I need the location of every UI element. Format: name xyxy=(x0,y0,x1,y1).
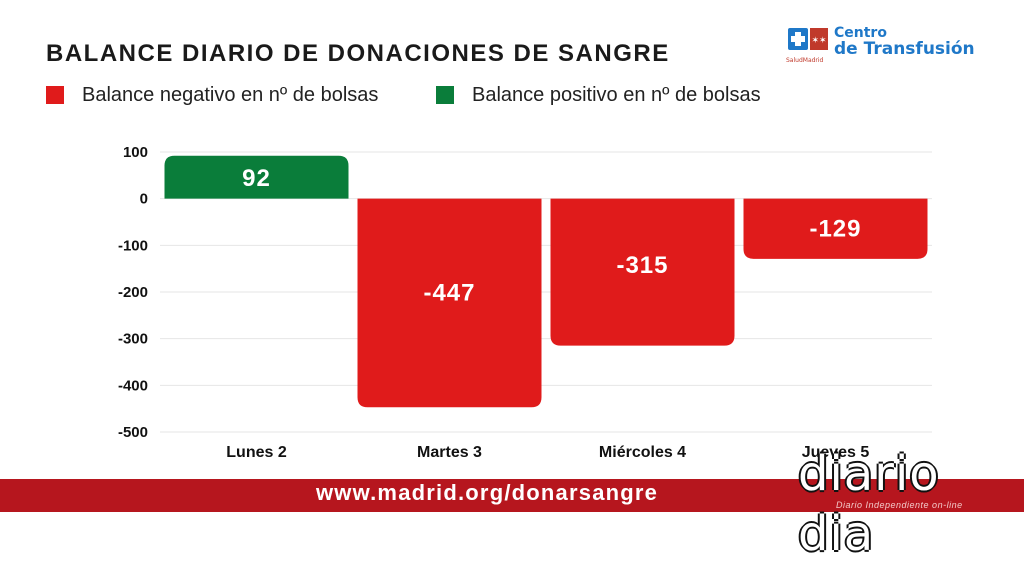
svg-text:✶✶: ✶✶ xyxy=(811,36,826,46)
footer-bar: www.madrid.org/donarsangre xyxy=(0,479,1024,512)
chart-title: BALANCE DIARIO DE DONACIONES DE SANGRE xyxy=(46,40,670,67)
brand-name: Centro de Transfusión xyxy=(834,26,975,58)
y-tick-label: -500 xyxy=(118,424,148,441)
legend-label-positive: Balance positivo en nº de bolsas xyxy=(472,84,761,106)
y-tick-label: -300 xyxy=(118,331,148,348)
bar-value-label: -315 xyxy=(616,252,668,279)
brand-line2: de Transfusión xyxy=(834,39,975,59)
bar xyxy=(743,198,928,259)
star-icon: ☆ xyxy=(900,457,910,469)
x-category-label: Jueves 5 xyxy=(802,444,870,461)
x-category-label: Lunes 2 xyxy=(226,444,287,461)
legend-swatch-negative xyxy=(46,86,64,104)
x-category-label: Martes 3 xyxy=(417,444,482,461)
legend-swatch-positive xyxy=(436,86,454,104)
star-icon: ☆ xyxy=(828,457,838,469)
y-tick-label: -400 xyxy=(118,377,148,394)
bar xyxy=(357,198,542,408)
y-tick-label: 0 xyxy=(140,191,148,208)
star-icon: ☆ xyxy=(982,457,992,469)
bar-value-label: -447 xyxy=(423,280,475,307)
y-tick-label: -200 xyxy=(118,284,148,301)
bar xyxy=(550,198,735,346)
brand-line1: Centro xyxy=(834,25,887,41)
y-tick-label: -100 xyxy=(118,237,148,254)
bar-value-label: 92 xyxy=(242,165,271,192)
watermark-tagline: Diario Independiente on-line xyxy=(836,500,963,510)
legend-label-negative: Balance negativo en nº de bolsas xyxy=(82,84,379,106)
footer-url[interactable]: www.madrid.org/donarsangre xyxy=(316,480,659,505)
brand-logo: ✶✶ Centro de Transfusión SaludMadrid xyxy=(786,26,996,66)
brand-sub: SaludMadrid xyxy=(786,57,824,64)
bar-chart: 100 0 -100 -200 -300 -400 -500 92 Lunes 2 -447 Mar… xyxy=(118,144,932,461)
bar-value-label: -129 xyxy=(809,216,861,243)
transfusion-center-logo-icon: ✶✶ xyxy=(788,28,828,50)
x-category-label: Miércoles 4 xyxy=(599,444,686,461)
bar xyxy=(164,155,349,199)
watermark: ☆ ☆ ☆ diario dia Diario Independiente on… xyxy=(796,444,1024,562)
y-tick-label: 100 xyxy=(123,144,148,161)
